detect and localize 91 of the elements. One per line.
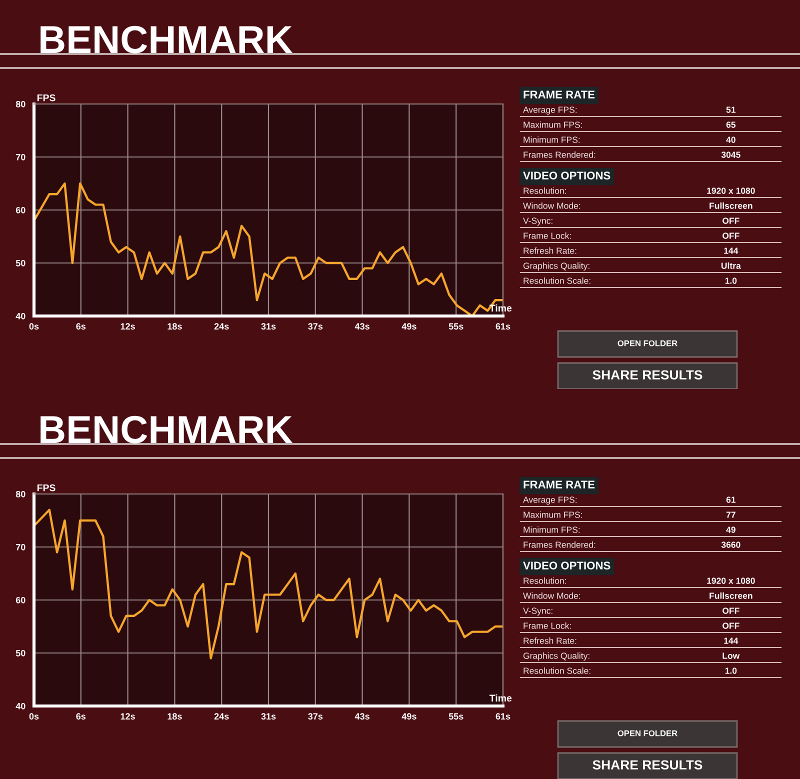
y-tick-label: 60 (16, 596, 26, 604)
x-tick-label: 49s (402, 713, 416, 720)
x-tick-label: 6s (76, 713, 86, 720)
text: 65 (726, 122, 736, 128)
text: Ultra (721, 262, 741, 269)
x-tick-label: 6s (76, 323, 86, 330)
text: FRAME RATE (524, 480, 595, 488)
x-tick-label: 31s (261, 713, 276, 720)
y-axis-title: FPS (37, 484, 56, 492)
text: Frame Lock: (524, 232, 571, 239)
text: Maximum FPS: (524, 511, 582, 518)
text: Fullscreen (710, 202, 752, 209)
text: V-Sync: (523, 608, 552, 616)
x-axis-title: Time (490, 304, 512, 312)
text: VIDEO OPTIONS (523, 562, 610, 570)
text: Frames Rendered: (524, 541, 596, 548)
text: OPEN FOLDER (618, 340, 678, 346)
text: Resolution: (524, 187, 566, 194)
x-tick-label: 18s (168, 323, 182, 330)
text: 40 (726, 136, 736, 143)
text: Refresh Rate: (524, 637, 576, 644)
x-tick-label: 61s (496, 323, 510, 330)
x-tick-label: 49s (402, 323, 416, 330)
text: 61 (726, 496, 736, 503)
x-tick-label: 12s (120, 323, 135, 330)
text: OFF (722, 232, 740, 239)
text: Window Mode: (523, 592, 580, 599)
text: Frames Rendered: (524, 151, 596, 158)
text: 77 (726, 512, 736, 518)
text: OFF (722, 218, 740, 224)
text: FRAME RATE (524, 90, 595, 98)
text: Average FPS: (523, 106, 577, 115)
y-tick-label: 50 (16, 260, 26, 266)
text: 144 (724, 248, 738, 254)
x-tick-label: 37s (308, 323, 323, 330)
text: Graphics Quality: (523, 652, 590, 661)
y-axis-title: FPS (37, 94, 56, 102)
x-tick-label: 24s (214, 713, 229, 720)
x-tick-label: 12s (120, 713, 135, 720)
text: 1.0 (725, 668, 737, 674)
x-tick-label: 61s (496, 713, 510, 720)
y-tick-label: 80 (16, 100, 26, 108)
text: Refresh Rate: (524, 247, 576, 254)
text: Low (722, 652, 740, 659)
text: 51 (726, 106, 736, 113)
text: SHARE RESULTS (592, 760, 702, 770)
x-axis-title: Time (490, 694, 512, 702)
text: SHARE RESULTS (592, 370, 702, 380)
text: Minimum FPS: (524, 136, 580, 143)
text: Average FPS: (523, 496, 577, 505)
y-tick-label: 50 (16, 650, 26, 656)
x-tick-label: 0s (29, 323, 39, 330)
text: Resolution Scale: (524, 277, 590, 284)
text: Fullscreen (710, 592, 752, 599)
text: Frame Lock: (524, 622, 571, 629)
x-tick-label: 24s (214, 323, 229, 330)
chart-title: BENCHMARK (40, 26, 293, 54)
text: V-Sync: (523, 218, 552, 226)
x-tick-label: 43s (354, 323, 370, 330)
text: 1.0 (725, 278, 737, 284)
y-tick-label: 60 (16, 206, 26, 214)
text: OPEN FOLDER (618, 730, 678, 736)
text: 3660 (721, 542, 740, 548)
x-tick-label: 43s (354, 713, 370, 720)
x-tick-label: 55s (448, 713, 464, 720)
text: Window Mode: (523, 202, 580, 209)
text: Resolution: (524, 577, 566, 584)
y-tick-label: 80 (16, 490, 26, 498)
x-tick-label: 55s (448, 323, 464, 330)
y-tick-label: 70 (16, 544, 26, 550)
text: Graphics Quality: (523, 262, 590, 271)
text: 49 (726, 526, 736, 533)
chart-title: BENCHMARK (40, 416, 293, 444)
text: OFF (722, 622, 740, 629)
x-tick-label: 37s (308, 713, 323, 720)
text: Minimum FPS: (524, 526, 580, 533)
text: VIDEO OPTIONS (523, 172, 610, 180)
x-tick-label: 31s (261, 323, 276, 330)
y-tick-label: 40 (16, 312, 26, 320)
text: 1920 x 1080 (707, 578, 755, 584)
x-tick-label: 0s (29, 713, 39, 720)
x-tick-label: 18s (168, 713, 182, 720)
text: 3045 (721, 152, 740, 158)
y-tick-label: 70 (16, 154, 26, 160)
line-series (34, 508, 503, 660)
text: Resolution Scale: (524, 667, 590, 674)
y-tick-label: 40 (16, 702, 26, 710)
text: Maximum FPS: (524, 121, 582, 128)
text: 1920 x 1080 (707, 188, 755, 194)
text: 144 (724, 638, 738, 644)
text: OFF (722, 608, 740, 614)
